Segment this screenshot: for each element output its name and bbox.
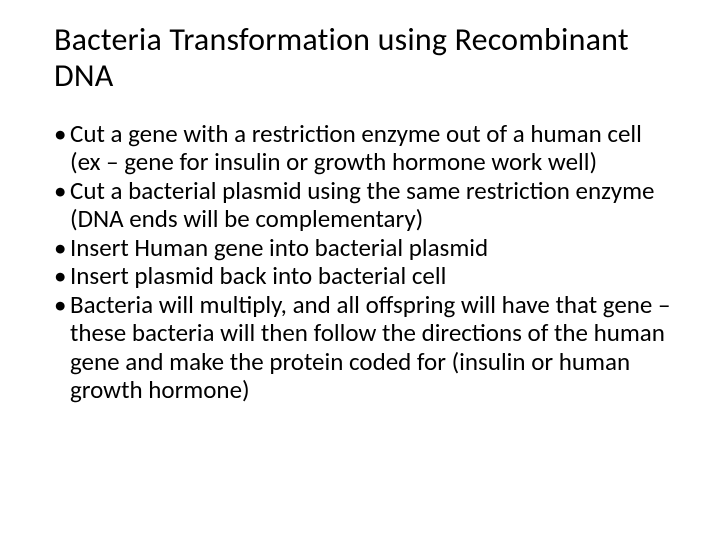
list-item: Cut a gene with a restriction enzyme out…: [54, 120, 672, 177]
list-item: Cut a bacterial plasmid using the same r…: [54, 177, 672, 234]
list-item: Bacteria will multiply, and all offsprin…: [54, 291, 672, 405]
slide: Bacteria Transformation using Recombinan…: [0, 0, 720, 540]
list-item: Insert Human gene into bacterial plasmid: [54, 234, 672, 263]
slide-title: Bacteria Transformation using Recombinan…: [54, 22, 672, 94]
bullet-list: Cut a gene with a restriction enzyme out…: [48, 120, 672, 405]
list-item: Insert plasmid back into bacterial cell: [54, 262, 672, 291]
